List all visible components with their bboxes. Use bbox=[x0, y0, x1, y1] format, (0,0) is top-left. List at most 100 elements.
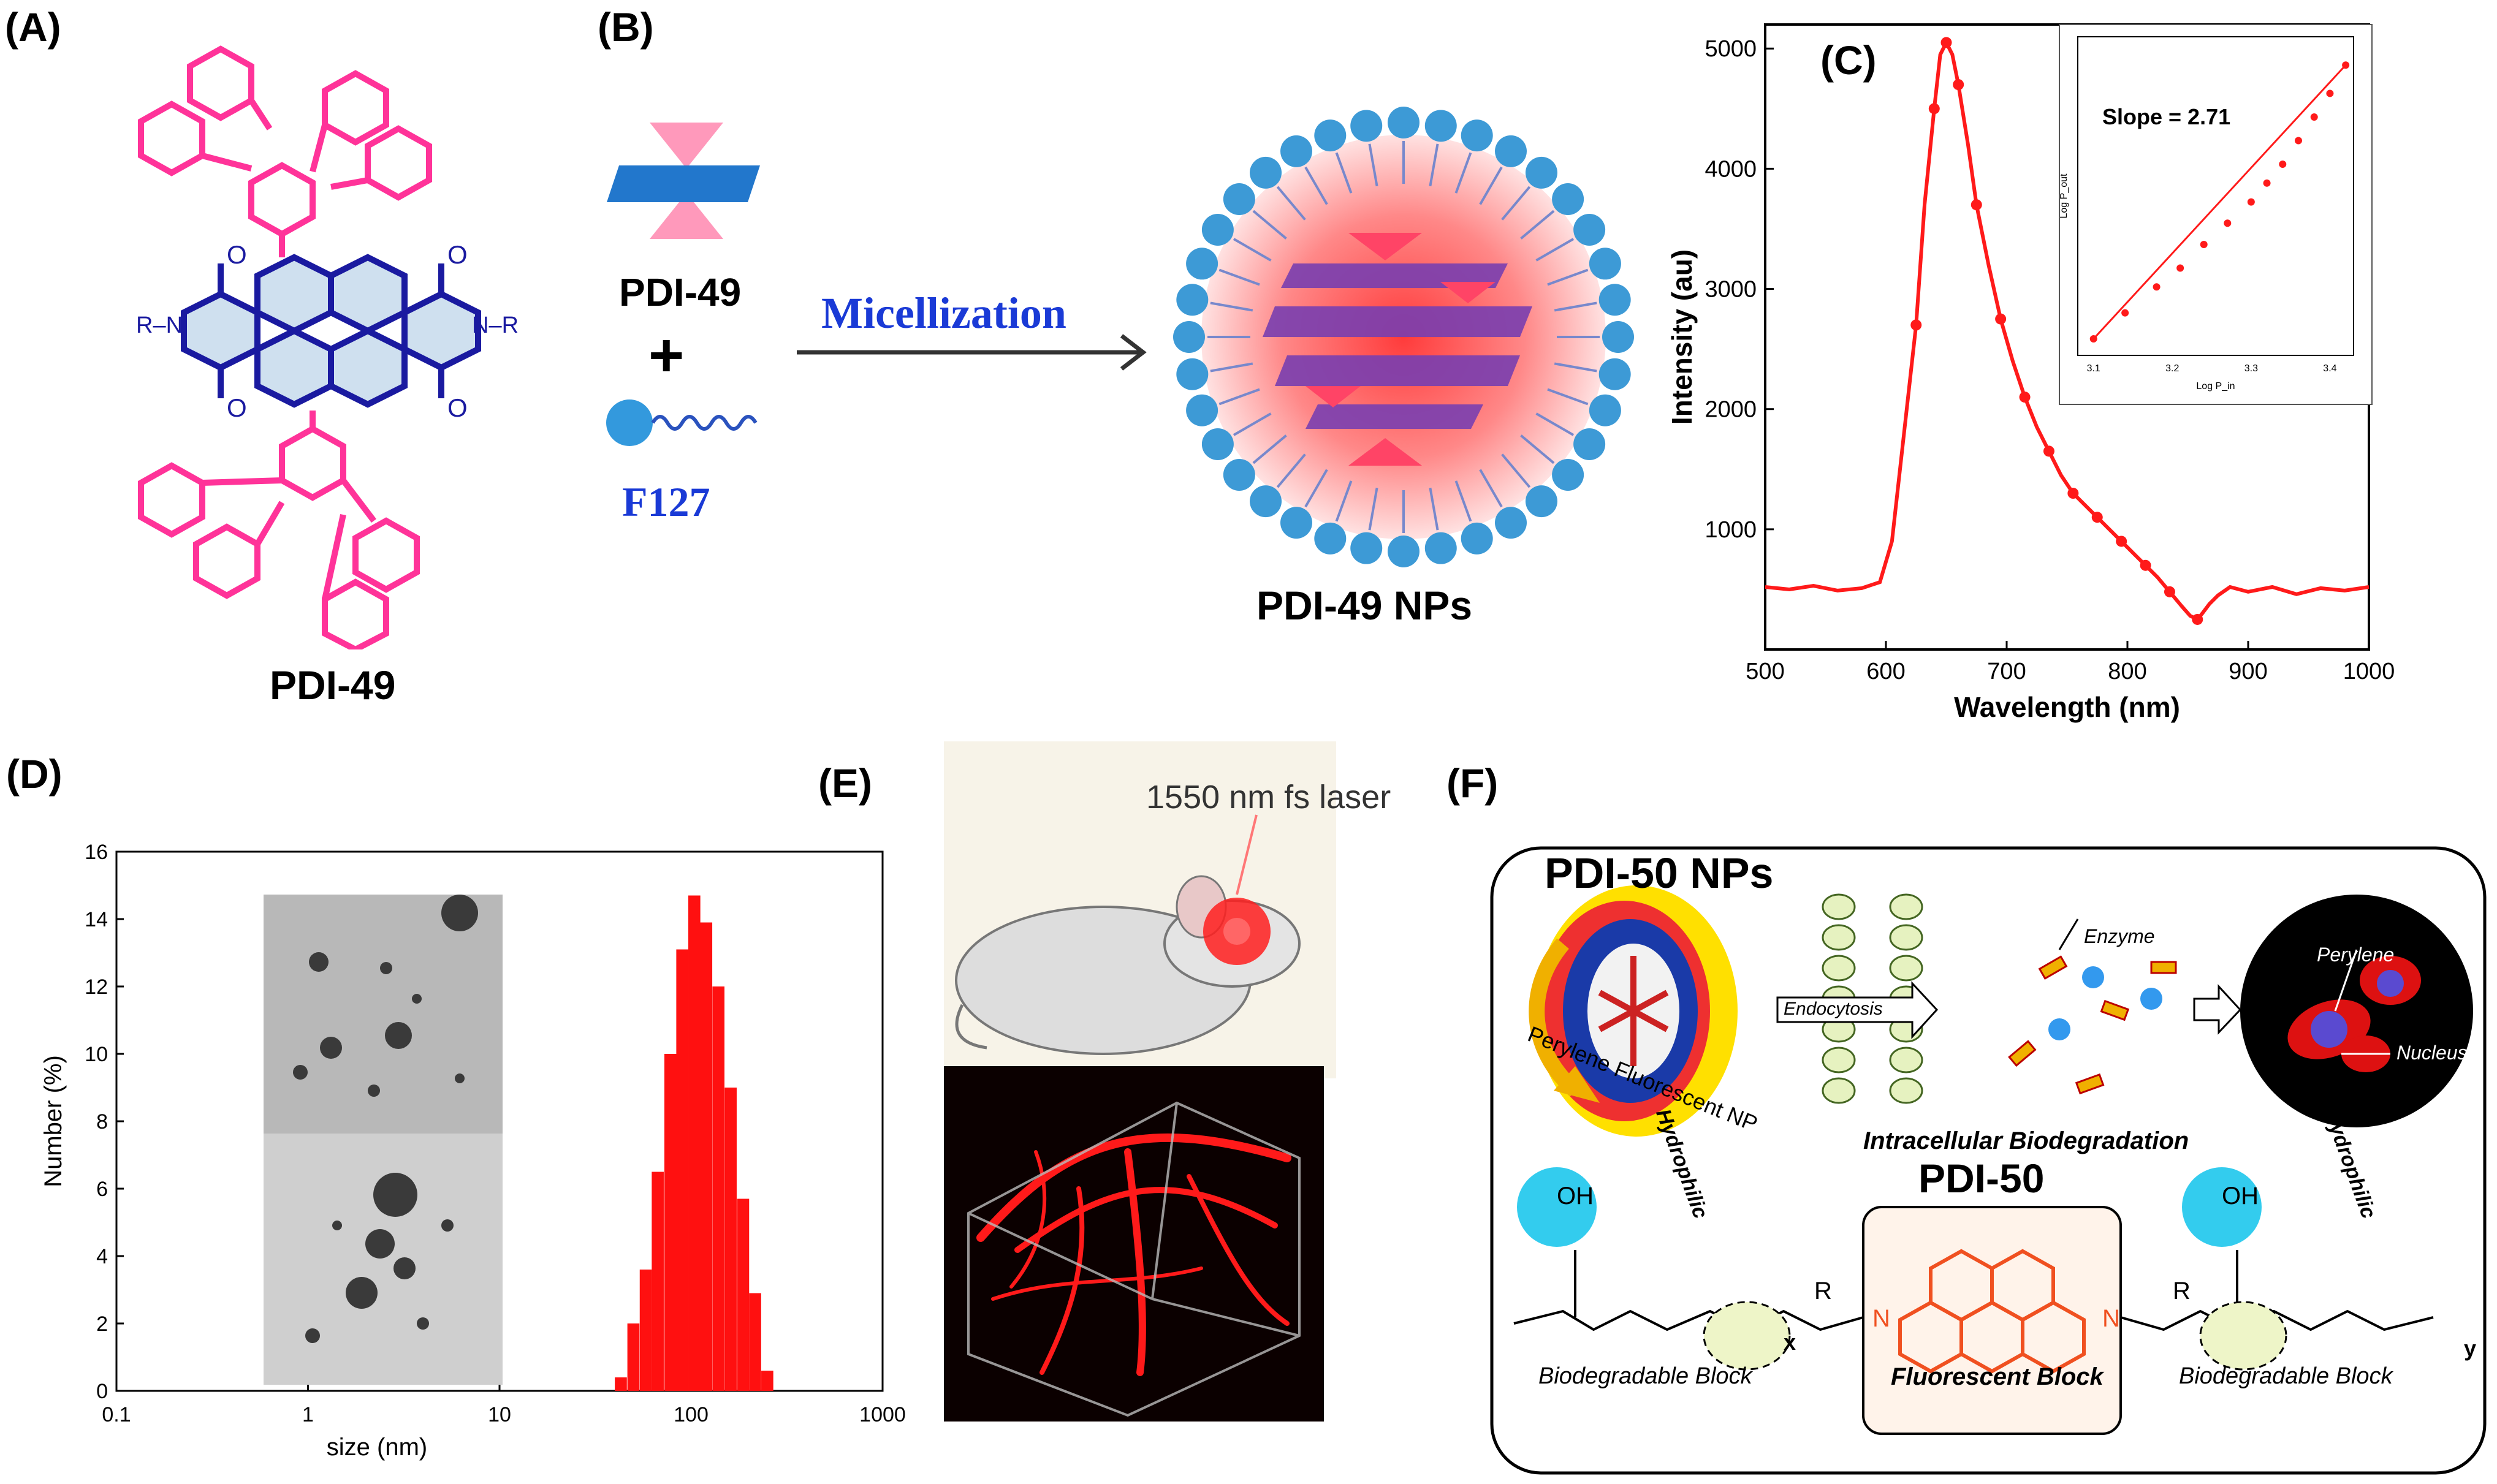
micelle-bead bbox=[1223, 458, 1255, 491]
inset-point bbox=[2326, 89, 2334, 97]
emission-marker bbox=[1995, 313, 2007, 325]
y-axis-label: Intensity (au) bbox=[1666, 249, 1698, 425]
micelle-chain bbox=[1304, 469, 1328, 508]
y-tick-label: 3000 bbox=[1705, 277, 1757, 303]
micelle-chain bbox=[1554, 362, 1597, 373]
endocytosis-label: Endocytosis bbox=[1784, 999, 1883, 1019]
inset-axes bbox=[2077, 36, 2354, 356]
micelle-chain bbox=[1368, 487, 1378, 531]
x-subscript: x bbox=[1784, 1330, 1796, 1355]
micelle-chain bbox=[1429, 143, 1439, 187]
membrane-lipid bbox=[1822, 1077, 1856, 1104]
x-tick-label: 0.1 bbox=[102, 1403, 131, 1426]
inset-point bbox=[2342, 61, 2350, 69]
micelle-bead bbox=[1552, 458, 1584, 491]
histogram-bar bbox=[724, 1088, 737, 1391]
micellization-label: Micellization bbox=[821, 289, 1066, 338]
histogram-bar bbox=[749, 1293, 761, 1391]
x-tick-label: 900 bbox=[2229, 659, 2267, 684]
inset-tick-label: 3.3 bbox=[2244, 363, 2258, 374]
micelle-bead bbox=[1176, 284, 1209, 316]
micelle-chain bbox=[1501, 453, 1531, 488]
inset-tick-label: 3.2 bbox=[2165, 363, 2179, 374]
perylene-label: Perylene bbox=[2317, 944, 2395, 966]
pdi49-b-label: PDI-49 bbox=[619, 270, 742, 314]
emission-line bbox=[1765, 38, 2370, 622]
n-left: N bbox=[1872, 1305, 1890, 1332]
micelle-bead bbox=[1314, 522, 1347, 555]
svg-text:O: O bbox=[447, 393, 468, 422]
size-distribution-chart: 0 2 4 6 8 10 12 14 16 0.1 1 10 100 1000 size (nm) Numbe… bbox=[40, 841, 906, 1461]
r-right-label: N–R bbox=[472, 312, 519, 338]
micelle-chain bbox=[1368, 143, 1378, 187]
svg-text:O: O bbox=[227, 240, 247, 269]
y-tick-label: 8 bbox=[96, 1110, 108, 1134]
y-tick-label: 2000 bbox=[1705, 397, 1757, 423]
micelle-chain bbox=[1520, 210, 1555, 240]
r-right-f: R bbox=[2173, 1278, 2191, 1304]
inset-tick-label: 3.1 bbox=[2087, 363, 2100, 374]
membrane-lipid bbox=[1889, 924, 1923, 951]
micelle-bead bbox=[1280, 507, 1312, 539]
intracellular-label: Intracellular Biodegradation bbox=[1863, 1127, 2189, 1154]
histogram-bar bbox=[639, 1270, 652, 1391]
micelle-bead bbox=[1250, 485, 1282, 518]
micelle-bead bbox=[1173, 321, 1205, 353]
histogram-bar bbox=[688, 895, 701, 1391]
x-tick-label: 1000 bbox=[859, 1403, 906, 1426]
histogram-bar bbox=[737, 1198, 750, 1391]
micelle-chain bbox=[1276, 453, 1306, 488]
tem-image bbox=[264, 895, 503, 1385]
slope-label: Slope = 2.71 bbox=[2102, 104, 2231, 129]
micelle-chain bbox=[1454, 152, 1472, 194]
inset-y-label: Log P_out bbox=[2059, 173, 2069, 219]
micelle-bead bbox=[1186, 394, 1218, 426]
micelle-chain bbox=[1233, 238, 1272, 262]
micelle-chain bbox=[1276, 186, 1306, 221]
histogram-bar bbox=[627, 1323, 640, 1391]
inset-frame bbox=[2059, 24, 2373, 405]
y-tick-label: 6 bbox=[96, 1178, 108, 1201]
micelle-chain bbox=[1547, 268, 1589, 286]
histogram-bar bbox=[700, 922, 713, 1391]
histogram-bar bbox=[712, 986, 725, 1391]
pdi49-monomer-icon bbox=[607, 123, 760, 239]
micelle-chain bbox=[1335, 480, 1353, 522]
y-tick-label: 5000 bbox=[1705, 36, 1757, 62]
pdi49-nanoparticle bbox=[1173, 107, 1634, 567]
y-tick-label: 4 bbox=[96, 1245, 108, 1268]
panel-c-label: (C) bbox=[1820, 37, 1877, 83]
micelle-chain bbox=[1535, 412, 1575, 436]
micelle-bead bbox=[1350, 110, 1383, 142]
y-tick-label: 14 bbox=[85, 908, 108, 931]
inset-point bbox=[2295, 137, 2302, 145]
emission-marker bbox=[2043, 445, 2054, 457]
x-tick-label: 700 bbox=[1987, 659, 2026, 684]
micelle-bead bbox=[1388, 536, 1420, 567]
micelle-chain bbox=[1535, 238, 1575, 262]
pdi49-np-label: PDI-49 NPs bbox=[1256, 583, 1473, 628]
panel-d-label: (D) bbox=[6, 751, 63, 797]
emission-marker bbox=[1928, 103, 1940, 115]
micelle-bead bbox=[1598, 284, 1631, 316]
emission-marker bbox=[2091, 512, 2103, 523]
r-left-f: R bbox=[1814, 1278, 1832, 1304]
micelle-bead bbox=[1424, 110, 1457, 142]
inset-point bbox=[2121, 309, 2129, 317]
micelle-bead bbox=[1495, 135, 1527, 167]
membrane-lipid bbox=[1822, 924, 1856, 951]
micelle-bead bbox=[1280, 135, 1312, 167]
micelle-chain bbox=[1501, 186, 1531, 221]
y-tick-label: 12 bbox=[85, 975, 108, 999]
pdi50-np-title: PDI-50 NPs bbox=[1545, 849, 1774, 897]
emission-marker bbox=[2164, 586, 2175, 597]
inset-point bbox=[2200, 240, 2208, 248]
nucleus-label: Nucleus bbox=[2396, 1042, 2468, 1064]
micellization-arrow bbox=[797, 334, 1147, 371]
micelle-bead bbox=[1176, 358, 1209, 390]
inset-point bbox=[2089, 335, 2097, 343]
micelle-bead bbox=[1350, 532, 1383, 564]
inset-point bbox=[2176, 264, 2184, 272]
plus-sign: + bbox=[648, 321, 685, 390]
micelle-bead bbox=[1589, 248, 1621, 280]
